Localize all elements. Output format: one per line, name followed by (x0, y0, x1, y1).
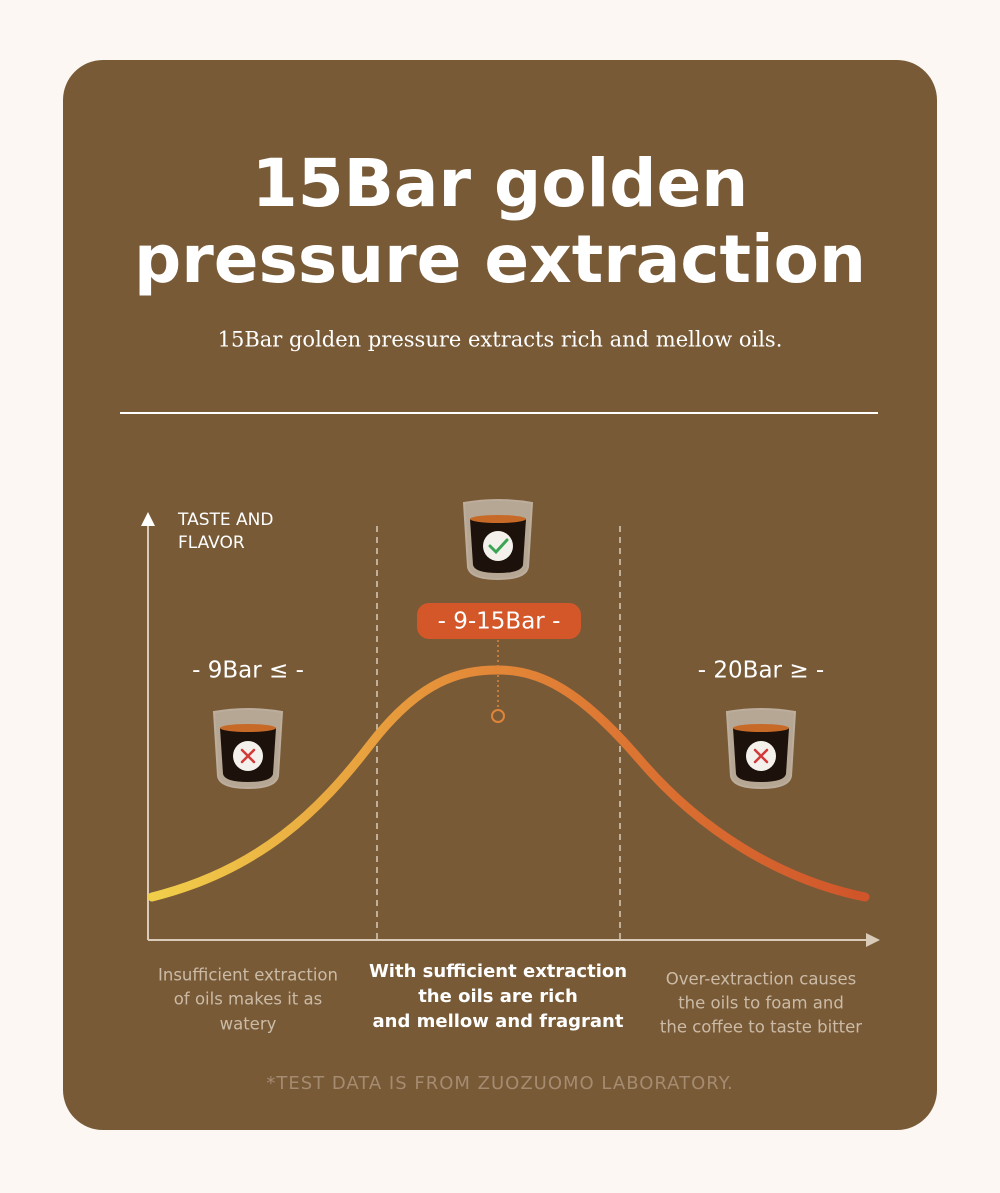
title: 15Bar golden (252, 145, 748, 222)
check-icon (488, 538, 509, 555)
zone-description: the coffee to taste bitter (660, 1018, 862, 1037)
zone-badge (417, 603, 581, 639)
y-arrow (141, 512, 155, 526)
zone-description: of oils makes it as (174, 990, 322, 1009)
x-arrow (866, 933, 880, 947)
zone-description: With sufficient extraction (369, 961, 627, 982)
axis-label: TASTE AND (177, 510, 273, 530)
cross-icon (240, 748, 256, 764)
axis-label: FLAVOR (178, 533, 245, 553)
zone-description: and mellow and fragrant (373, 1011, 624, 1032)
zone-description: watery (220, 1015, 277, 1034)
peak-point (491, 709, 505, 723)
zone-label: - 9-15Bar - (438, 609, 561, 635)
zone-description: the oils are rich (418, 986, 578, 1007)
badge (483, 531, 513, 561)
subtitle: 15Bar golden pressure extracts rich and … (218, 328, 783, 352)
zone-label: - 20Bar ≥ - (698, 658, 824, 684)
card (63, 60, 937, 1130)
cross-icon (753, 748, 769, 764)
zone-description: the oils to foam and (678, 994, 844, 1013)
zone-label: - 9Bar ≤ - (192, 658, 304, 684)
zone-description: Insufficient extraction (158, 966, 338, 985)
footnote: *TEST DATA IS FROM ZUOZUOMO LABORATORY. (266, 1073, 733, 1094)
zone-description: Over-extraction causes (666, 970, 856, 989)
title: pressure extraction (134, 221, 866, 298)
